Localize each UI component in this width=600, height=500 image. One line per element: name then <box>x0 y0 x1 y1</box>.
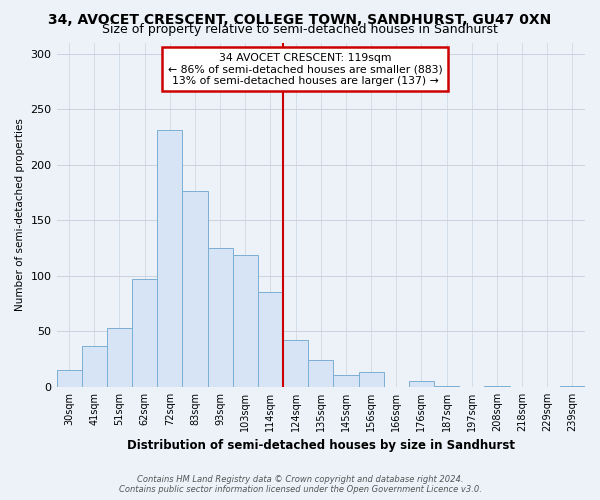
Text: 34, AVOCET CRESCENT, COLLEGE TOWN, SANDHURST, GU47 0XN: 34, AVOCET CRESCENT, COLLEGE TOWN, SANDH… <box>49 12 551 26</box>
Bar <box>208 248 233 387</box>
Bar <box>484 386 509 387</box>
Y-axis label: Number of semi-detached properties: Number of semi-detached properties <box>15 118 25 311</box>
Bar <box>157 130 182 387</box>
Bar <box>132 279 157 387</box>
Bar <box>56 370 82 387</box>
Bar <box>434 386 459 387</box>
Bar <box>233 254 258 387</box>
Bar <box>308 360 334 387</box>
Bar <box>334 374 359 387</box>
Bar <box>182 192 208 387</box>
Text: Contains HM Land Registry data © Crown copyright and database right 2024.
Contai: Contains HM Land Registry data © Crown c… <box>119 474 481 494</box>
Bar <box>82 346 107 387</box>
Bar <box>359 372 383 387</box>
X-axis label: Distribution of semi-detached houses by size in Sandhurst: Distribution of semi-detached houses by … <box>127 440 515 452</box>
Bar <box>409 382 434 387</box>
Text: 34 AVOCET CRESCENT: 119sqm
← 86% of semi-detached houses are smaller (883)
13% o: 34 AVOCET CRESCENT: 119sqm ← 86% of semi… <box>167 53 442 86</box>
Bar <box>258 292 283 387</box>
Bar <box>107 328 132 387</box>
Text: Size of property relative to semi-detached houses in Sandhurst: Size of property relative to semi-detach… <box>102 22 498 36</box>
Bar <box>560 386 585 387</box>
Bar <box>283 340 308 387</box>
